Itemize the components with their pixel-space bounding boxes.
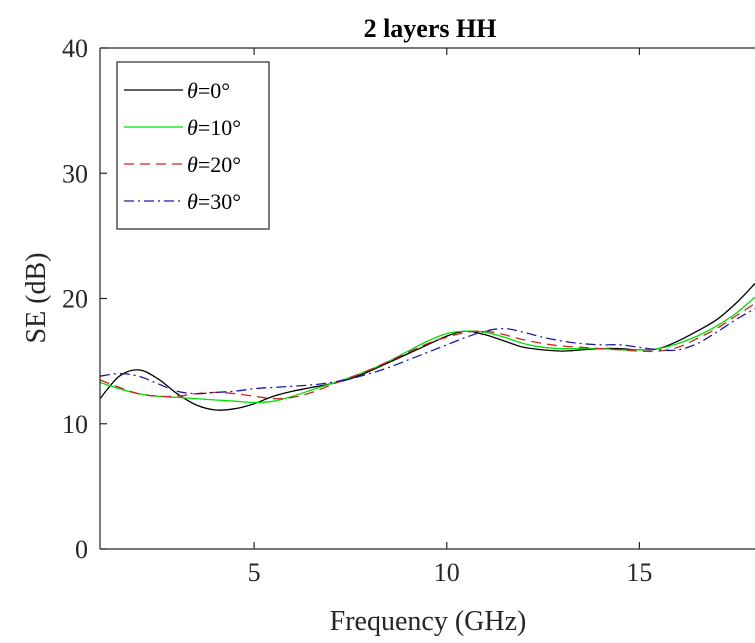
x-axis-label: Frequency (GHz) — [330, 606, 527, 637]
legend: θ=0° θ=10° θ=20° θ=30° — [116, 61, 270, 230]
y-tick-label: 0 — [75, 535, 88, 564]
legend-label-0: θ=0° — [187, 78, 230, 103]
y-tick-label: 10 — [62, 410, 88, 439]
series-line-2 — [100, 302, 755, 400]
legend-label-1: θ=10° — [187, 115, 241, 140]
legend-label-3: θ=30° — [187, 189, 241, 214]
x-tick-label: 15 — [626, 558, 652, 587]
series-line-0 — [100, 283, 755, 411]
axes: 5 10 15 0 10 20 30 40 — [62, 34, 755, 587]
y-axis-label: SE (dB) — [21, 253, 52, 344]
legend-label-2: θ=20° — [187, 152, 241, 177]
series-line-1 — [100, 296, 755, 404]
series-line-3 — [100, 307, 755, 395]
x-tick-label: 10 — [434, 558, 460, 587]
plot-area — [100, 283, 755, 411]
y-tick-label: 20 — [62, 285, 88, 314]
chart-title: 2 layers HH — [364, 14, 497, 43]
x-tick-label: 5 — [248, 558, 261, 587]
y-tick-label: 30 — [62, 159, 88, 188]
y-tick-label: 40 — [62, 34, 88, 63]
